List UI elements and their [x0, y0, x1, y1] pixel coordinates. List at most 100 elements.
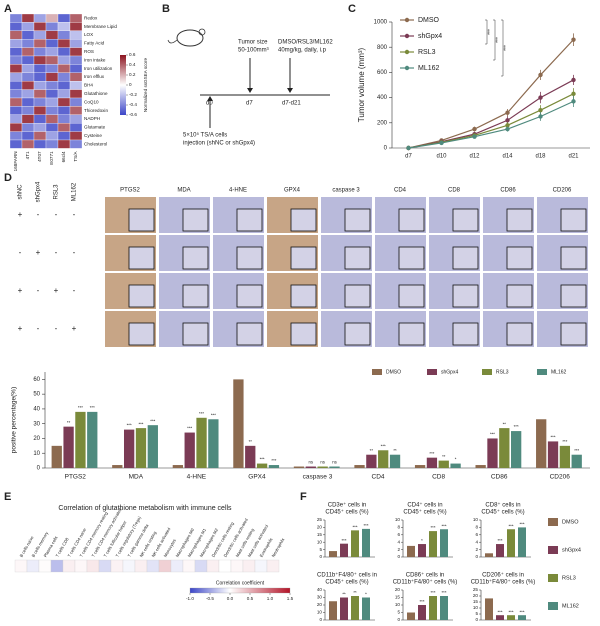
heatmap-cell [69, 97, 83, 107]
heatmap-cell [57, 72, 71, 82]
ihc-inset [128, 208, 155, 232]
ihc-inset [290, 208, 317, 232]
treatment-sign: + [18, 324, 23, 333]
significance: *** [199, 411, 204, 416]
mouse-icon [198, 28, 206, 36]
legend-label: ML162 [551, 369, 567, 375]
row-label: Iron utilization [84, 66, 113, 71]
correlation-cell [134, 559, 148, 573]
y-tick-label: 25 [473, 587, 479, 592]
x-tick-label: 4-HNE [187, 474, 207, 481]
point [538, 114, 543, 119]
heatmap-cell [69, 131, 83, 141]
heatmap-cell [9, 106, 23, 115]
y-tick-label: 15 [317, 532, 323, 537]
panel-label: C [348, 3, 356, 15]
colorbar-tick-label: -0.6 [129, 112, 137, 117]
y-tick-label: 50 [33, 392, 40, 398]
row-label: Glutathione [84, 91, 108, 96]
y-tick-label: 20 [473, 593, 479, 598]
legend-swatch [372, 369, 382, 375]
heatmap-cell [45, 22, 59, 31]
ihc-inset [236, 208, 263, 232]
point [505, 110, 510, 115]
significance: *** [150, 418, 155, 423]
x-tick-label: CD86 [491, 474, 508, 481]
bar [354, 465, 365, 468]
x-tick-label: CD8 [432, 474, 445, 481]
significance: ** [393, 448, 397, 453]
ihc-inset [128, 284, 155, 308]
correlation-cell [218, 559, 232, 573]
significance: *** [503, 45, 509, 51]
x-tick-label: d7 [405, 154, 412, 160]
series-line [408, 100, 574, 149]
significance: *** [562, 439, 567, 444]
bar [112, 465, 123, 468]
y-tick-label: 0 [319, 554, 322, 559]
bar [305, 466, 316, 468]
significance: *** [508, 609, 513, 614]
panel-label: F [300, 491, 307, 503]
y-tick-label: 5 [397, 610, 400, 615]
treatment-sign: - [37, 286, 40, 295]
heatmap-cell [21, 22, 35, 31]
legend-label: RSL3 [418, 49, 436, 56]
bar [536, 419, 547, 468]
significance: *** [90, 405, 95, 410]
heatmap-cell [45, 81, 59, 90]
point [538, 95, 543, 100]
significance: * [455, 457, 457, 462]
column-label: TS/A [73, 150, 78, 161]
bar [135, 428, 147, 468]
bar [450, 463, 461, 468]
bar [407, 612, 415, 620]
significance: *** [497, 538, 502, 543]
correlation-cell [98, 559, 112, 573]
correlation-cell [38, 559, 52, 573]
point [439, 140, 444, 146]
ihc-inset [398, 246, 425, 270]
column-label: 66cl4 [61, 151, 66, 162]
correlation-cell [206, 559, 220, 573]
significance: *** [551, 435, 556, 440]
treatment-sign: - [19, 248, 22, 257]
panel-title: CD45⁺ cells (%) [481, 509, 524, 516]
y-tick-label: 400 [377, 95, 388, 101]
legend-label: ML162 [418, 65, 440, 72]
ihc-inset [452, 284, 479, 308]
ihc-inset [182, 246, 209, 270]
heatmap-cell [69, 64, 83, 73]
heatmap-cell [57, 22, 71, 31]
ihc-inset [506, 322, 533, 346]
y-tick-label: 10 [395, 602, 401, 607]
heatmap-cell [21, 64, 35, 73]
y-tick-label: 0 [475, 617, 478, 622]
chart-title: Correlation of glutathione metabolism wi… [58, 505, 232, 512]
colorbar-tick-label: -0.4 [129, 102, 137, 107]
ihc-inset [344, 246, 371, 270]
bar [485, 553, 493, 557]
significance: ** [503, 421, 507, 426]
significance-bracket [493, 19, 496, 61]
bar [329, 551, 337, 557]
heatmap-cell [33, 97, 47, 107]
column-label: 168FARN [13, 151, 18, 171]
significance: *** [430, 525, 435, 530]
ihc-inset [560, 208, 587, 232]
legend-swatch [548, 574, 558, 582]
point [538, 72, 543, 78]
panel-label: A [4, 3, 12, 15]
bar [429, 531, 437, 557]
heatmap-cell [21, 89, 35, 99]
ihc-inset [398, 322, 425, 346]
heatmap-cell [57, 55, 71, 65]
significance: *** [352, 525, 357, 530]
bar [123, 429, 135, 468]
bar [268, 465, 280, 468]
panel-title: CD86⁺ cells in [406, 572, 445, 579]
bar [418, 605, 426, 620]
significance: *** [497, 609, 502, 614]
bar [426, 457, 438, 468]
label: 5×10⁵ TS/A cells [183, 132, 227, 139]
